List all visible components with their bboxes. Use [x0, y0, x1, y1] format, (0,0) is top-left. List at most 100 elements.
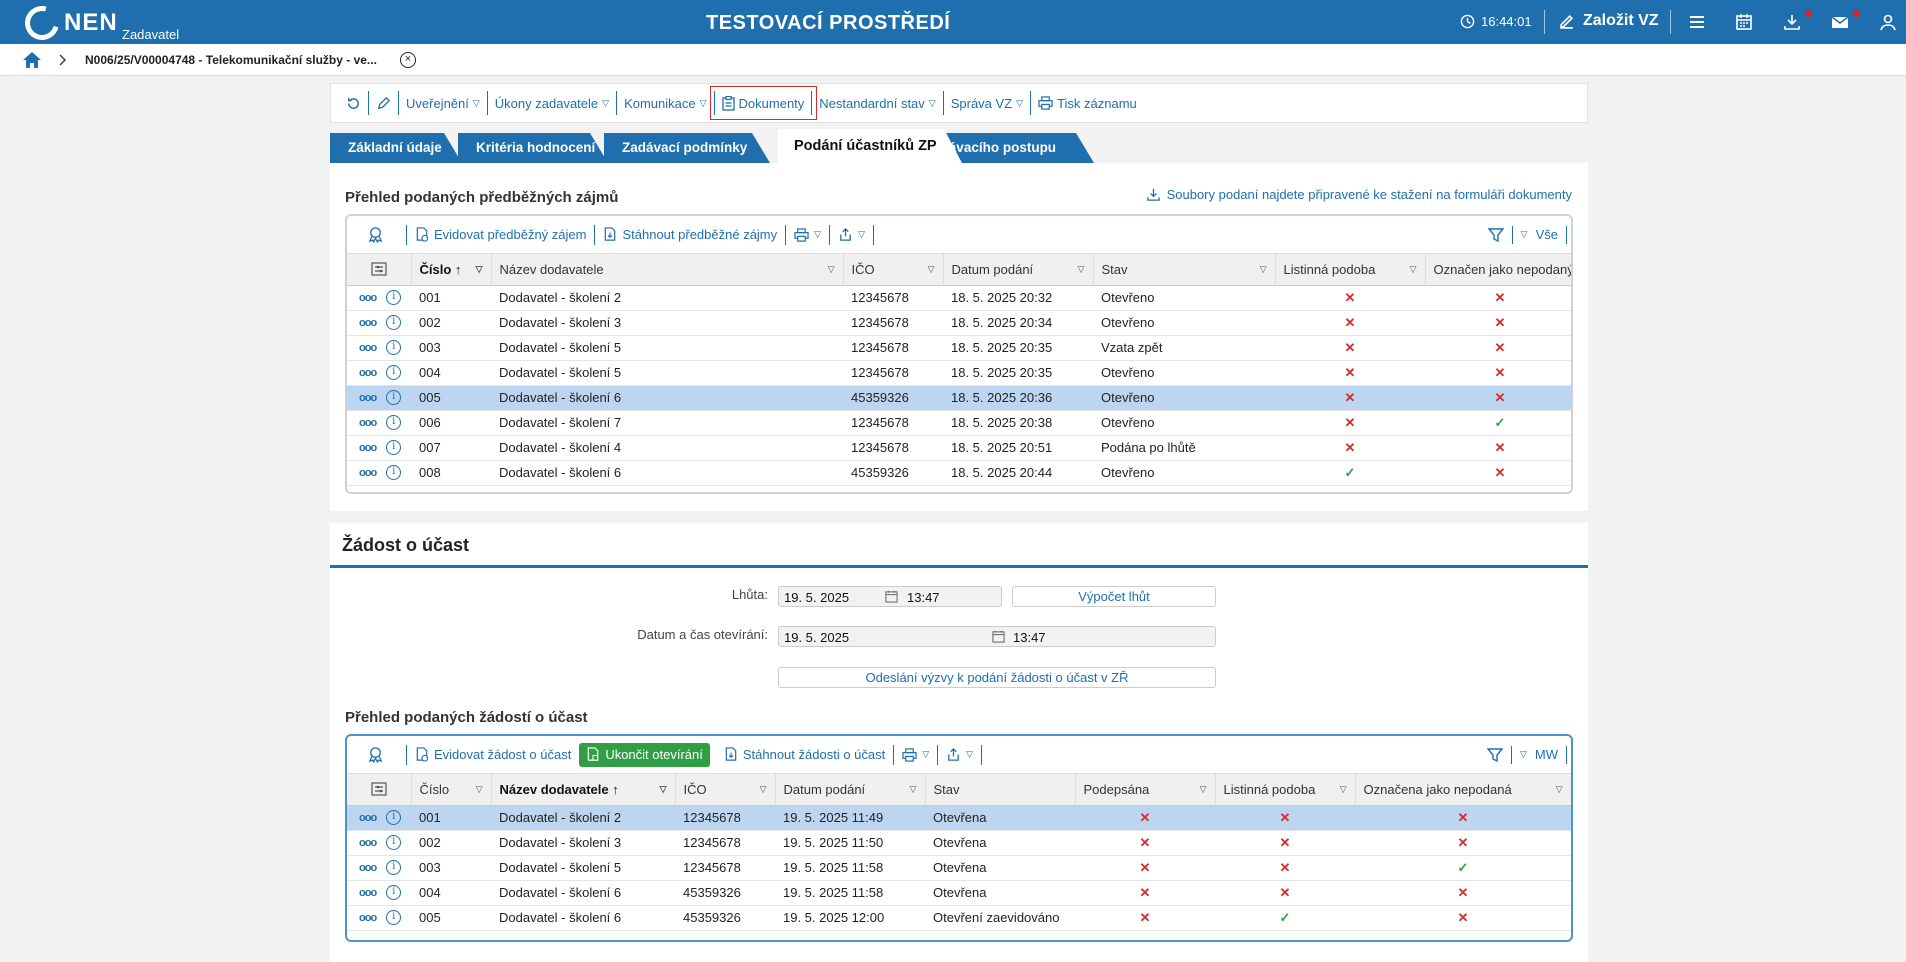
- info-icon[interactable]: i: [386, 365, 402, 380]
- view-filter-label[interactable]: MW: [1534, 747, 1558, 762]
- download-icon[interactable]: [1782, 12, 1802, 32]
- filter-caret-icon[interactable]: ▽: [659, 784, 667, 794]
- caret-down-icon[interactable]: ▽: [1519, 749, 1527, 759]
- column-header-ico[interactable]: IČO ▽: [843, 254, 944, 286]
- info-icon[interactable]: i: [386, 390, 402, 405]
- filter-caret-icon[interactable]: ▽: [1409, 264, 1417, 274]
- filter-caret-icon[interactable]: ▽: [1339, 784, 1347, 794]
- print-dropdown[interactable]: ▽: [786, 224, 831, 245]
- download-note-link[interactable]: Soubory podaní najdete připravené ke sta…: [1146, 187, 1572, 202]
- vypocet-lhut-button[interactable]: Výpočet lhůt: [1012, 586, 1216, 607]
- column-header-nazev[interactable]: Název dodavatele ▽: [491, 254, 844, 286]
- table-row[interactable]: ooo i 002 Dodavatel - školení 3 12345678 19. …: [347, 830, 1571, 856]
- menu-komunikace[interactable]: Komunikace ▽: [617, 91, 715, 115]
- info-icon[interactable]: i: [386, 910, 402, 925]
- tab-kriteria-hodnoceni[interactable]: Kritéria hodnocení: [458, 133, 608, 163]
- column-header-ico[interactable]: IČO ▽: [675, 774, 776, 806]
- filter-icon[interactable]: [1487, 227, 1504, 243]
- export-dropdown[interactable]: ▽: [938, 744, 983, 765]
- table-row[interactable]: ooo i 004 Dodavatel - školení 6 45359326 19. …: [347, 880, 1571, 906]
- stahnout-predbezne-zajmy-button[interactable]: Stáhnout předběžné zájmy: [595, 224, 787, 245]
- export-dropdown[interactable]: ▽: [830, 224, 874, 245]
- column-settings-header[interactable]: [347, 254, 412, 286]
- more-options-icon[interactable]: ooo: [359, 466, 377, 479]
- filter-caret-icon[interactable]: ▽: [927, 264, 935, 274]
- more-options-icon[interactable]: ooo: [359, 836, 377, 849]
- column-settings-header[interactable]: [347, 774, 412, 806]
- filter-caret-icon[interactable]: ▽: [909, 784, 917, 794]
- column-header-podepsana[interactable]: Podepsána ▽: [1075, 774, 1216, 806]
- column-header-datum[interactable]: Datum podání ▽: [775, 774, 926, 806]
- tab-zadavaci-podminky[interactable]: Zadávací podmínky: [604, 133, 770, 163]
- more-options-icon[interactable]: ooo: [359, 341, 377, 354]
- more-options-icon[interactable]: ooo: [359, 316, 377, 329]
- more-options-icon[interactable]: ooo: [359, 366, 377, 379]
- ukoncit-otevirani-button[interactable]: Ukončit otevírání: [579, 742, 710, 767]
- table-row[interactable]: ooo i 003 Dodavatel - školení 5 12345678 19. …: [347, 855, 1571, 881]
- menu-nestandardni-stav[interactable]: Nestandardní stav ▽: [812, 91, 944, 115]
- column-header-listinna[interactable]: Listinná podoba ▽: [1215, 774, 1356, 806]
- column-header-stav[interactable]: Stav: [925, 774, 1076, 806]
- column-header-cislo[interactable]: Číslo ↑ ▽: [411, 254, 492, 286]
- table-row[interactable]: ooo i 005 Dodavatel - školení 6 45359326 19. …: [347, 905, 1571, 931]
- column-header-cislo[interactable]: Číslo ▽: [411, 774, 492, 806]
- nen-logo-icon[interactable]: [18, 0, 66, 47]
- info-icon[interactable]: i: [386, 810, 402, 825]
- filter-caret-icon[interactable]: ▽: [1555, 784, 1563, 794]
- more-options-icon[interactable]: ooo: [359, 886, 377, 899]
- more-options-icon[interactable]: ooo: [359, 441, 377, 454]
- info-icon[interactable]: i: [386, 340, 402, 355]
- menu-tisk-zaznamu[interactable]: Tisk záznamu: [1031, 91, 1144, 115]
- menu-uverejneni[interactable]: Uveřejnění ▽: [399, 91, 488, 115]
- table-row[interactable]: ooo i 003 Dodavatel - školení 5 12345678 18. …: [347, 335, 1571, 361]
- sign-button[interactable]: [367, 224, 407, 245]
- table-row[interactable]: ooo i 001 Dodavatel - školení 2 12345678 18. …: [347, 285, 1571, 311]
- evidovat-predbezny-zajem-button[interactable]: Evidovat předběžný zájem: [407, 224, 596, 245]
- mail-icon[interactable]: [1830, 12, 1850, 32]
- more-options-icon[interactable]: ooo: [359, 861, 377, 874]
- logo-text[interactable]: NEN: [64, 9, 118, 36]
- column-header-stav[interactable]: Stav ▽: [1093, 254, 1276, 286]
- filter-icon[interactable]: [1486, 747, 1503, 763]
- hamburger-menu-icon[interactable]: [1687, 12, 1707, 32]
- more-options-icon[interactable]: ooo: [359, 291, 377, 304]
- info-icon[interactable]: i: [386, 440, 402, 455]
- info-icon[interactable]: i: [386, 835, 402, 850]
- info-icon[interactable]: i: [386, 315, 402, 330]
- menu-sprava-vz[interactable]: Správa VZ ▽: [944, 91, 1032, 115]
- more-options-icon[interactable]: ooo: [359, 416, 377, 429]
- tab-zakladni-udaje[interactable]: Základní údaje: [330, 133, 462, 163]
- table-row[interactable]: ooo i 001 Dodavatel - školení 2 12345678 19. …: [347, 805, 1571, 831]
- column-header-datum[interactable]: Datum podání ▽: [943, 254, 1094, 286]
- odeslani-vyzvy-button[interactable]: Odeslání výzvy k podání žádosti o účast …: [778, 667, 1216, 688]
- view-filter-label[interactable]: Vše: [1535, 227, 1558, 242]
- table-row[interactable]: ooo i 005 Dodavatel - školení 6 45359326 18. …: [347, 385, 1571, 411]
- column-header-nepodana[interactable]: Označena jako nepodaná ▽: [1355, 774, 1571, 806]
- print-dropdown[interactable]: ▽: [894, 744, 939, 765]
- table-row[interactable]: ooo i 006 Dodavatel - školení 7 12345678 18. …: [347, 410, 1571, 436]
- create-vz-button[interactable]: Založit VZ: [1558, 12, 1659, 30]
- table-row[interactable]: ooo i 008 Dodavatel - školení 6 45359326 18. …: [347, 460, 1571, 486]
- stahnout-zadosti-button[interactable]: Stáhnout žádosti o účast: [716, 744, 895, 765]
- column-header-listinna[interactable]: Listinná podoba ▽: [1275, 254, 1426, 286]
- info-icon[interactable]: i: [386, 290, 402, 305]
- close-icon[interactable]: ×: [400, 52, 416, 68]
- column-header-nepodany[interactable]: Označen jako nepodaný: [1425, 254, 1571, 286]
- table-row[interactable]: ooo i 004 Dodavatel - školení 5 12345678 18. …: [347, 360, 1571, 386]
- caret-down-icon[interactable]: ▽: [1520, 229, 1528, 239]
- table-row[interactable]: ooo i 002 Dodavatel - školení 3 12345678 18. …: [347, 310, 1571, 336]
- info-icon[interactable]: i: [386, 860, 402, 875]
- user-icon[interactable]: [1878, 12, 1898, 32]
- filter-caret-icon[interactable]: ▽: [475, 784, 483, 794]
- table-row[interactable]: ooo i 007 Dodavatel - školení 4 12345678 18. …: [347, 435, 1571, 461]
- menu-ukony-zadavatele[interactable]: Úkony zadavatele ▽: [488, 91, 618, 115]
- filter-caret-icon[interactable]: ▽: [759, 784, 767, 794]
- otevirani-field[interactable]: 19. 5. 2025 13:47: [778, 626, 1216, 647]
- info-icon[interactable]: i: [386, 415, 402, 430]
- filter-caret-icon[interactable]: ▽: [1259, 264, 1267, 274]
- lhuta-field[interactable]: 19. 5. 2025 13:47: [778, 586, 1002, 607]
- calendar-icon[interactable]: [1734, 12, 1754, 32]
- more-options-icon[interactable]: ooo: [359, 811, 377, 824]
- filter-caret-icon[interactable]: ▽: [827, 264, 835, 274]
- filter-caret-icon[interactable]: ▽: [1077, 264, 1085, 274]
